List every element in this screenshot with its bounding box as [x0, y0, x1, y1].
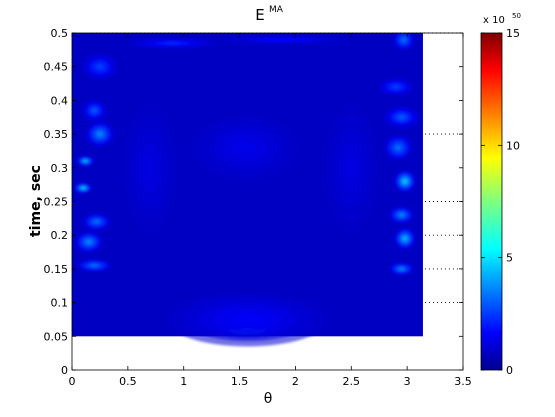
- chart-title: E MA: [255, 5, 284, 24]
- heatmap-hotspot: [399, 267, 405, 271]
- colorbar-ticks: 0 5 10 15: [481, 27, 520, 377]
- svg-text:x 10: x 10: [483, 15, 505, 26]
- y-tick-label: 0.35: [44, 128, 69, 141]
- heatmap-hotspot: [81, 186, 85, 190]
- y-tick-label: 0.4: [51, 94, 69, 107]
- heatmap-hotspot: [97, 131, 103, 137]
- y-tick-label: 0.05: [44, 330, 69, 343]
- heatmap-hotspot: [402, 179, 408, 184]
- heatmap-hotspot: [144, 154, 156, 181]
- y-tick-label: 0.2: [51, 229, 69, 242]
- colorbar: 0 5 10 15 x 10 50: [480, 12, 521, 377]
- y-tick-label: 0.5: [51, 27, 69, 40]
- heatmap-hotspot: [399, 213, 405, 217]
- y-tick-label: 0.15: [44, 263, 69, 276]
- colorbar-gradient: [480, 32, 503, 371]
- x-axis-label: θ: [264, 391, 273, 407]
- y-axis-label: time, sec: [28, 165, 44, 237]
- x-tick-label: 1: [180, 375, 187, 388]
- x-axis-ticks: 0 0.5 1 1.5 2 2.5 3 3.5: [69, 33, 472, 388]
- colorbar-tick-label: 10: [506, 139, 520, 152]
- svg-text:50: 50: [512, 12, 521, 20]
- colorbar-tick-label: 0: [506, 364, 513, 377]
- heatmap-hotspot: [231, 314, 264, 325]
- y-axis-ticks: 0 0.05 0.1 0.15 0.2 0.25 0.3 0.35 0.4 0.45 0.5: [44, 27, 463, 377]
- colorbar-tick-label: 15: [506, 27, 520, 40]
- heatmap-hotspot: [90, 264, 98, 267]
- y-tick-label: 0.45: [44, 61, 69, 74]
- heatmap-hotspot: [271, 38, 297, 41]
- heatmap-hotspot: [91, 108, 97, 113]
- x-tick-label: 1.5: [231, 375, 249, 388]
- svg-text:MA: MA: [269, 5, 284, 15]
- x-tick-label: 0.5: [119, 375, 137, 388]
- x-tick-label: 2: [292, 375, 299, 388]
- heatmap-image: [72, 33, 423, 347]
- y-tick-label: 0: [61, 364, 68, 377]
- heatmap-hotspot: [402, 236, 408, 241]
- heatmap-hotspot: [401, 37, 406, 42]
- x-tick-label: 2.5: [343, 375, 361, 388]
- heatmap-hotspot: [397, 115, 406, 120]
- heatmap-hotspot: [85, 239, 92, 245]
- y-tick-label: 0.3: [51, 162, 69, 175]
- heatmap-hotspot: [345, 154, 357, 181]
- colorbar-tick-label: 5: [506, 252, 513, 265]
- colorbar-exponent: x 10 50: [483, 12, 521, 26]
- heatmap-hotspot: [93, 219, 100, 224]
- heatmap-hotspot: [392, 85, 400, 89]
- y-tick-label: 0.25: [44, 196, 69, 209]
- heatmap-hotspot: [83, 159, 88, 163]
- heatmap-hotspot: [395, 144, 402, 151]
- y-tick-label: 0.1: [51, 297, 69, 310]
- x-tick-label: 3: [404, 375, 411, 388]
- heatmap-hotspot: [163, 42, 182, 45]
- x-tick-label: 3.5: [454, 375, 472, 388]
- x-tick-label: 0: [69, 375, 76, 388]
- heatmap-hotspot: [96, 64, 104, 70]
- heatmap-hotspot: [234, 141, 256, 155]
- svg-text:E: E: [255, 6, 264, 24]
